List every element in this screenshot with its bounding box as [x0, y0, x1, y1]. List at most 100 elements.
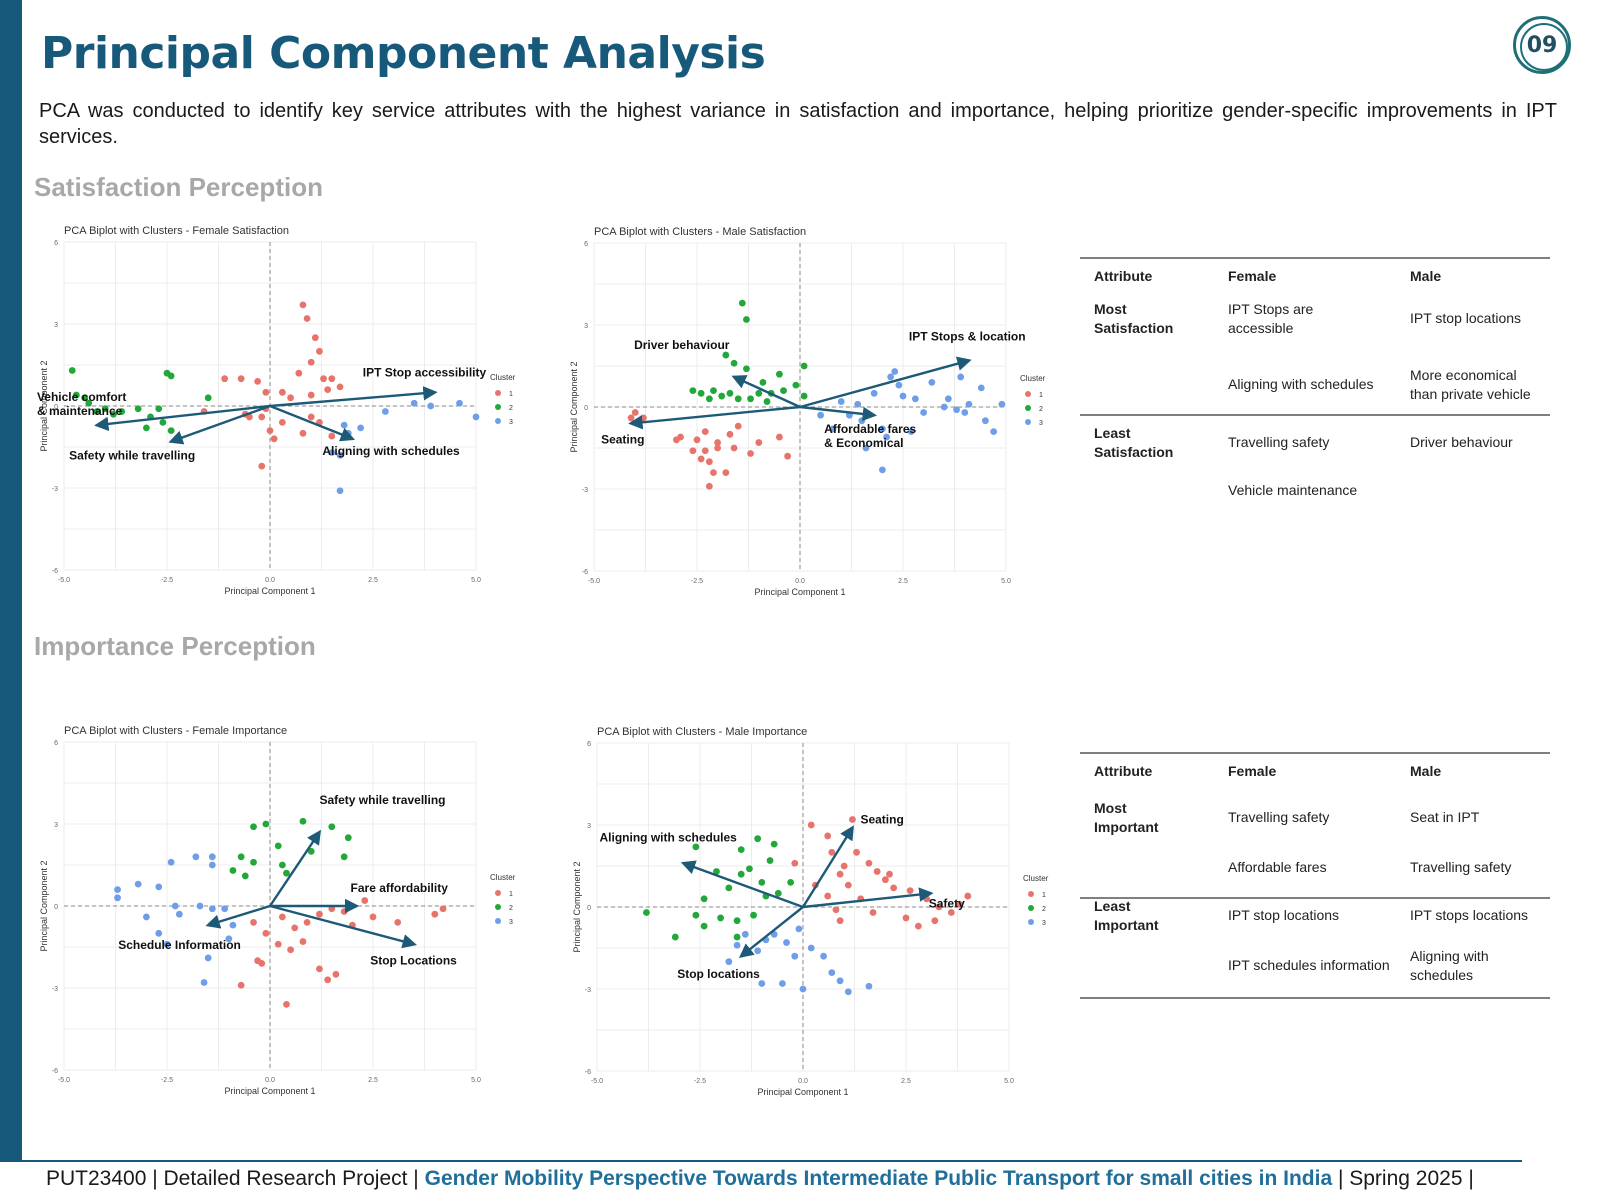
data-point [725, 958, 733, 966]
data-point [873, 868, 881, 875]
legend-label: 2 [1039, 406, 1043, 413]
data-point [332, 970, 340, 978]
data-point [274, 940, 282, 948]
data-point [266, 427, 274, 434]
series-cluster-3 [114, 853, 237, 986]
data-point [307, 391, 315, 399]
data-point [828, 848, 836, 856]
legend: Cluster 1 2 3 [1023, 874, 1049, 927]
data-point [118, 408, 126, 415]
data-point [844, 988, 852, 996]
data-point [882, 876, 889, 884]
table-header-cell: Female [1228, 268, 1276, 284]
data-point [725, 884, 733, 892]
loading-label: IPT Stops & location [909, 330, 1026, 344]
table-row: IPT schedules information Aligning with sc… [1228, 948, 1489, 983]
y-axis-label: Principal Component 2 [569, 361, 579, 452]
data-point [171, 902, 179, 910]
table-cell: IPT Stops are accessible [1228, 301, 1314, 336]
data-point [710, 387, 717, 394]
series-cluster-1 [237, 897, 447, 1008]
table-cell: Travelling safety [1228, 434, 1329, 450]
legend-label: 1 [509, 391, 513, 398]
data-point [134, 405, 142, 413]
data-point [299, 301, 307, 309]
x-tick-label: 5.0 [1004, 1078, 1014, 1085]
table-cell: Affordable fares [1228, 859, 1327, 875]
loading-arrow [738, 906, 804, 958]
data-point [911, 395, 919, 403]
series-cluster-2 [229, 817, 352, 880]
y-tick-label: 3 [587, 823, 591, 830]
legend-label: 2 [1042, 906, 1046, 913]
y-tick-label: -6 [52, 1068, 58, 1075]
data-point [714, 439, 721, 446]
data-point [755, 439, 763, 446]
data-point [800, 362, 808, 370]
data-point [134, 880, 142, 888]
data-point [155, 929, 163, 937]
table-row: Affordable fares Travelling safety [1228, 859, 1511, 875]
table-cell: Most Satisfaction [1094, 301, 1173, 336]
table-header-cell: Male [1410, 763, 1441, 779]
data-point [730, 444, 738, 452]
data-point [844, 881, 852, 889]
data-point [307, 413, 315, 421]
intro-paragraph: PCA was conducted to identify key servic… [39, 100, 1557, 148]
data-point [274, 842, 282, 850]
data-point [879, 425, 886, 433]
data-point [291, 924, 299, 932]
data-point [439, 905, 447, 913]
data-point [758, 879, 766, 886]
brand-side-bar [0, 0, 22, 1162]
data-point [791, 952, 799, 960]
data-point [737, 846, 745, 853]
data-point [784, 452, 792, 460]
data-point [779, 980, 786, 987]
loading-label: Safety while travelling [69, 449, 195, 463]
x-tick-label: 2.5 [368, 1077, 378, 1084]
chart-male-satisfaction: PCA Biplot with Clusters - Male Satisfac… [566, 223, 1086, 603]
data-point [328, 823, 336, 831]
data-point [705, 482, 713, 490]
legend-title: Cluster [1020, 374, 1046, 383]
data-point [336, 383, 344, 391]
loading-label: Schedule Information [118, 938, 241, 952]
data-point [870, 389, 878, 397]
data-point [914, 922, 922, 930]
table-row: Vehicle maintenance [1228, 482, 1357, 498]
y-tick-label: 6 [54, 740, 58, 747]
legend-label: 3 [1039, 420, 1043, 427]
legend-swatch [1025, 405, 1031, 411]
footer-project-title: Gender Mobility Perspective Towards Inte… [424, 1167, 1333, 1190]
data-point [357, 424, 365, 432]
loading-label: Safety while travelling [319, 793, 445, 807]
loading-arrow [802, 887, 934, 909]
chart-female-satisfaction-svg: PCA Biplot with Clusters - Female Satisf… [37, 225, 516, 596]
data-point [957, 373, 965, 381]
table-cell: IPT stop locations [1410, 310, 1521, 326]
data-point [283, 1001, 290, 1008]
series-cluster-2 [68, 367, 212, 443]
data-point [361, 897, 369, 904]
data-point [410, 399, 418, 407]
data-point [287, 946, 294, 954]
data-point [776, 370, 783, 378]
data-point [783, 939, 790, 946]
data-point [627, 414, 635, 422]
legend-title: Cluster [1023, 874, 1049, 883]
legend-swatch [1028, 891, 1034, 897]
loading-arrow [269, 904, 417, 949]
table-header-cell: Attribute [1094, 763, 1153, 779]
y-tick-label: 6 [584, 241, 588, 248]
data-point [754, 947, 762, 955]
footer-term: | Spring 2025 | [1332, 1167, 1474, 1190]
data-point [307, 847, 315, 855]
y-tick-label: 0 [54, 404, 58, 411]
data-point [369, 913, 377, 921]
data-point [671, 933, 679, 941]
legend-label: 3 [1042, 920, 1046, 927]
data-point [722, 351, 730, 359]
data-point [328, 432, 336, 440]
table-row: Aligning with schedules More economical th… [1228, 367, 1531, 402]
